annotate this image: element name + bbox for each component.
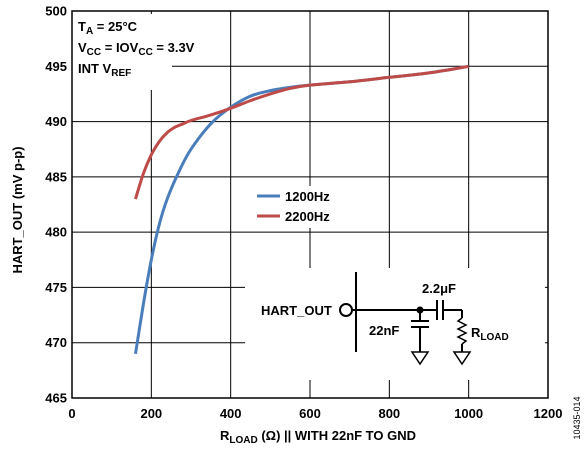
x-tick-label: 800: [378, 406, 400, 421]
y-axis-label: HART_OUT (mV p-p): [10, 146, 25, 273]
x-axis-label: RLOAD (Ω) || WITH 22nF TO GND: [220, 428, 416, 446]
figure-id: 10435-014: [572, 396, 582, 439]
legend: 1200Hz 2200Hz: [254, 186, 366, 228]
series-line-2200Hz: [134, 64, 469, 200]
circuit-node-label: HART_OUT: [261, 303, 332, 318]
plot-frame: [71, 10, 549, 399]
y-tick-label: 490: [45, 114, 67, 129]
series-layer: [134, 64, 469, 355]
y-tick-label: 470: [45, 335, 67, 350]
legend-label: 2200Hz: [285, 209, 330, 224]
circuit-output-terminal: [339, 303, 353, 317]
y-tick-label: 475: [45, 280, 67, 295]
circuit-cap-shunt-label: 22nF: [369, 323, 399, 338]
x-tick-label: 600: [299, 406, 321, 421]
y-tick-label: 495: [45, 59, 67, 74]
circuit-cap-series-label: 2.2μF: [422, 281, 456, 296]
legend-label: 1200Hz: [285, 189, 330, 204]
y-tick-label: 500: [45, 4, 67, 19]
x-tick-label: 400: [220, 406, 242, 421]
circuit-ground-2: [452, 351, 472, 366]
y-tick-label: 480: [45, 225, 67, 240]
circuit-load-label: RLOAD: [471, 325, 509, 343]
tick-labels: 0 200 400 600 800 1000 1200 465 470 475 480 485 490 4…: [45, 4, 562, 422]
x-tick-label: 200: [140, 406, 162, 421]
x-tick-label: 0: [68, 406, 75, 421]
y-tick-label: 465: [45, 391, 67, 406]
x-tick-label: 1200: [534, 406, 563, 421]
svg-text:VCC = IOVCC = 3.3V: VCC = IOVCC = 3.3V: [78, 40, 195, 58]
x-tick-label: 1000: [454, 406, 483, 421]
conditions-annotation: TA = 25°C VCC = IOVCC = 3.3V INT VREF: [72, 14, 195, 90]
svg-text:TA = 25°C: TA = 25°C: [78, 19, 138, 37]
circuit-diagram: [245, 268, 545, 380]
y-tick-label: 485: [45, 169, 67, 184]
circuit-ground-1: [410, 351, 430, 366]
circuit-resistor: [456, 317, 468, 345]
svg-text:INT VREF: INT VREF: [78, 61, 131, 79]
